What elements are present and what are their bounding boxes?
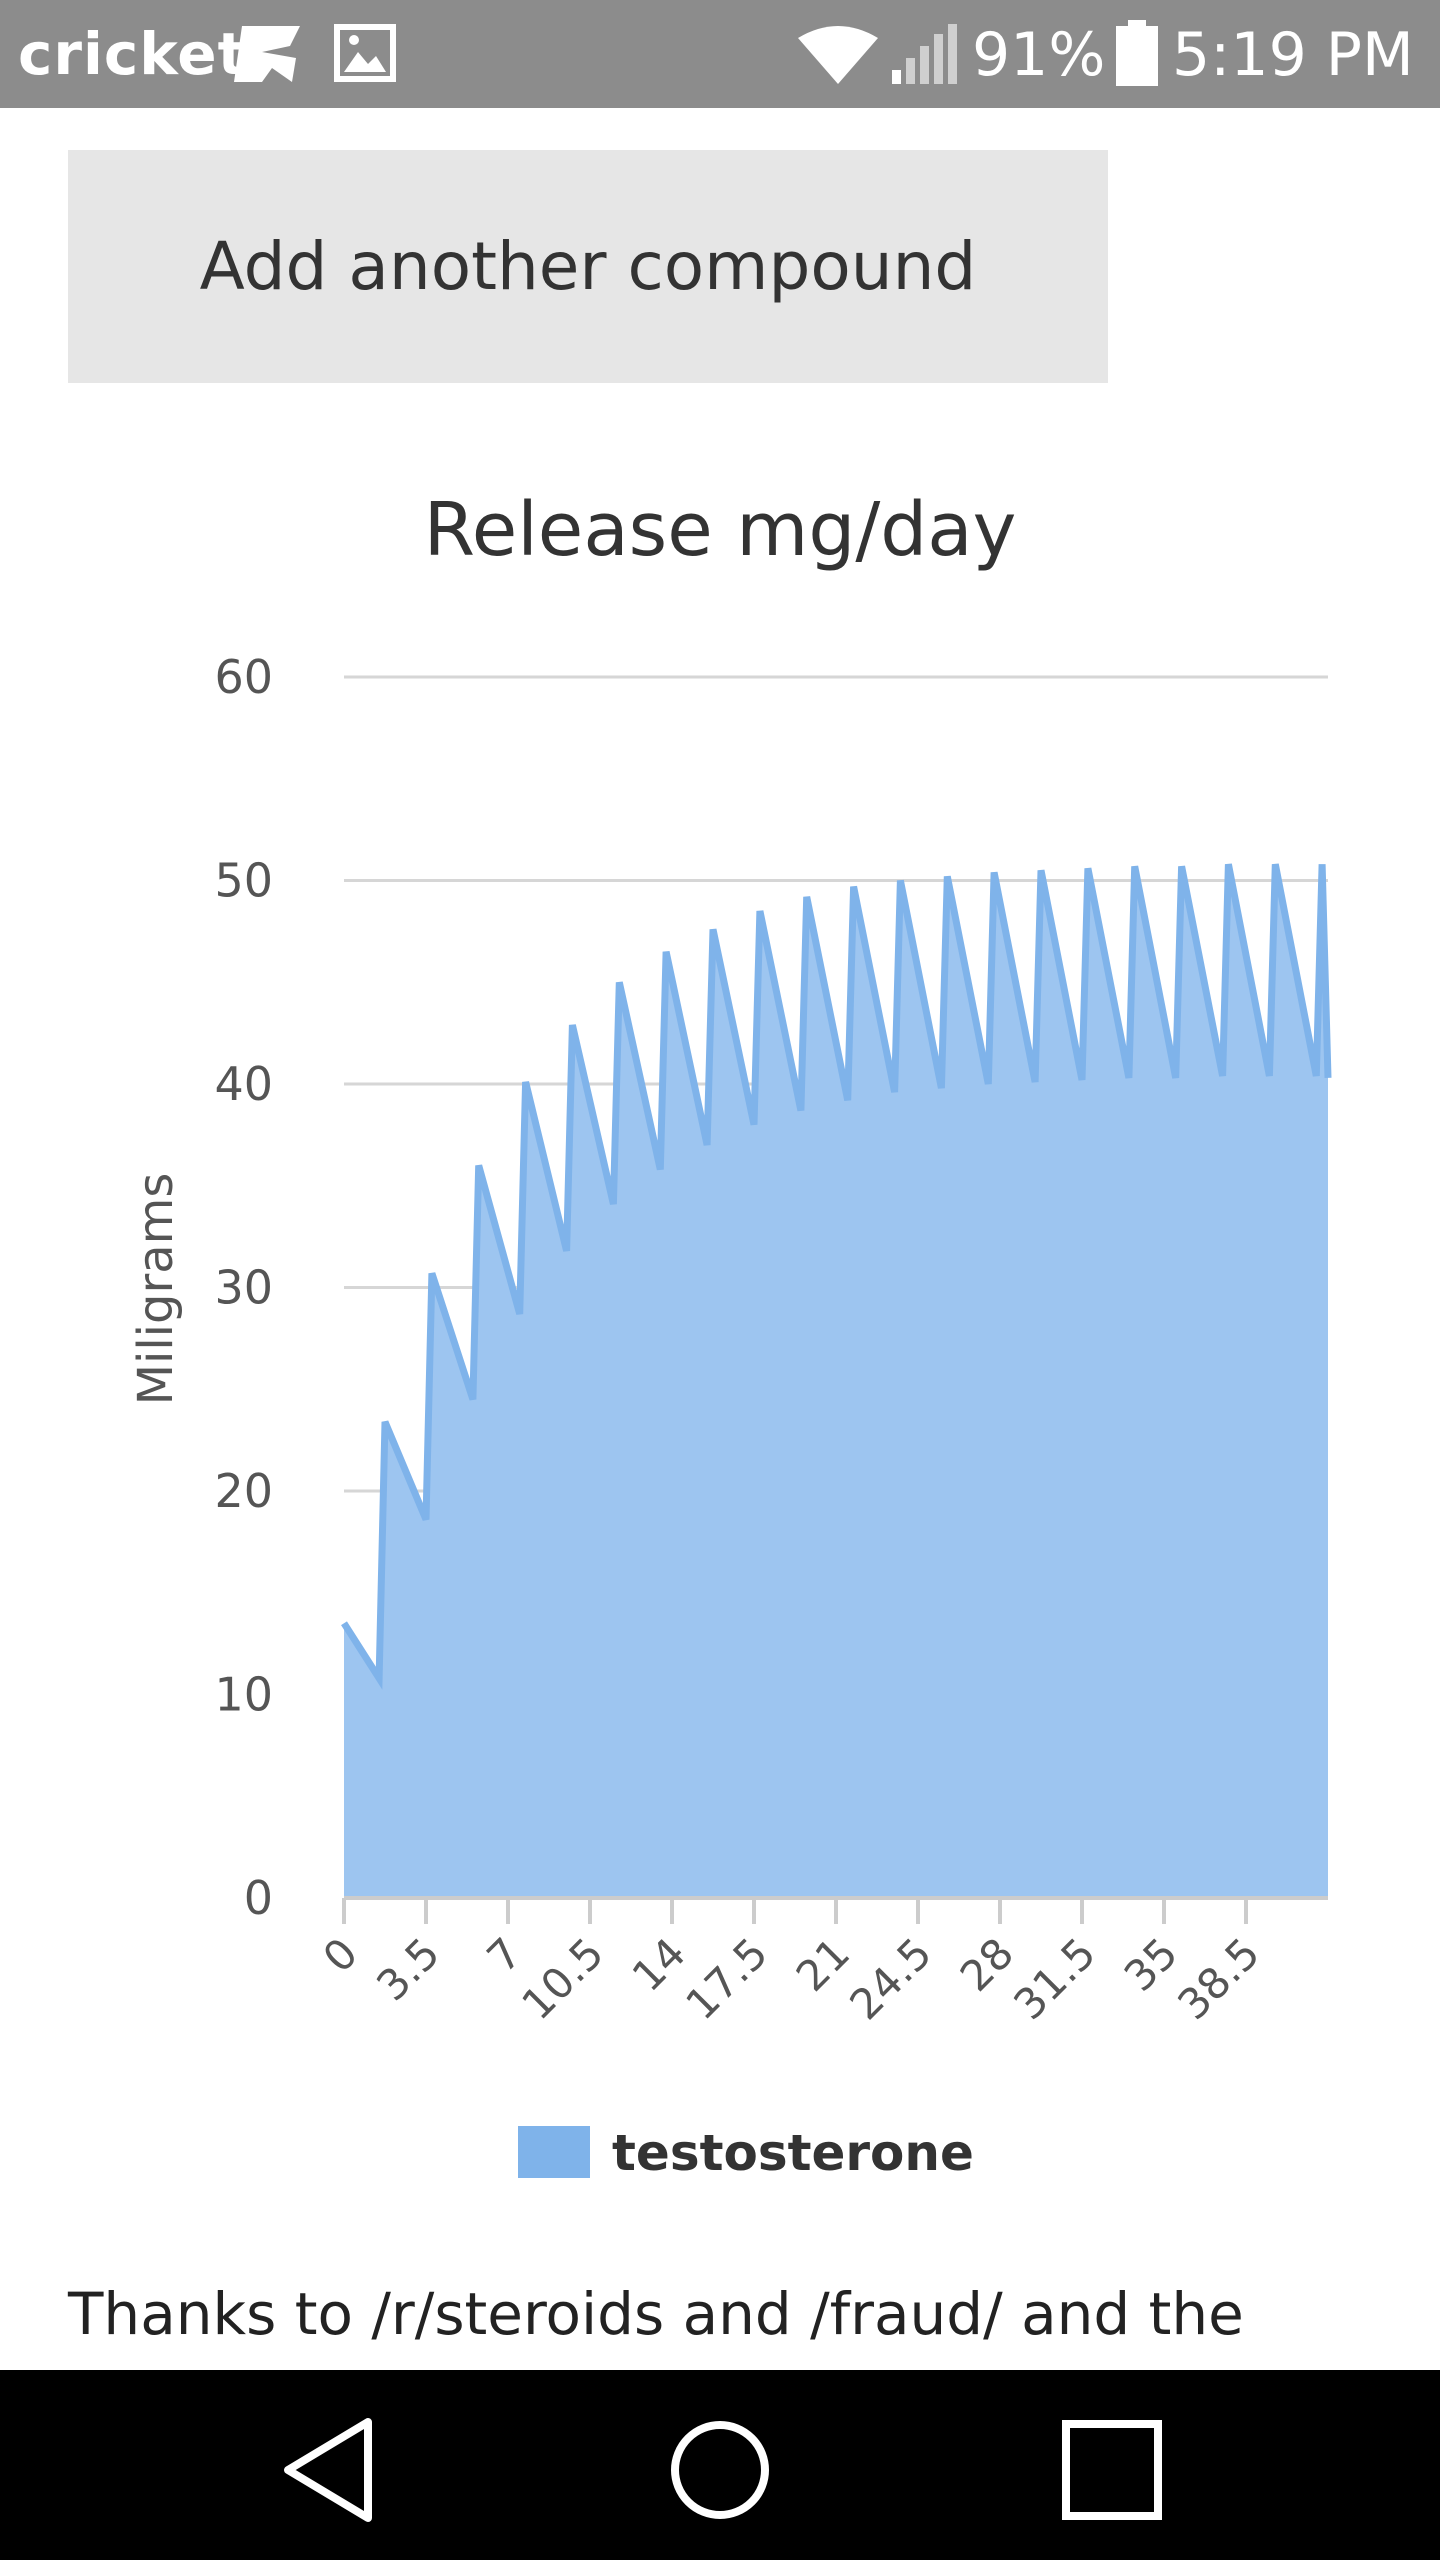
battery-percentage: 91% — [972, 20, 1106, 90]
y-tick-label: 30 — [214, 1261, 273, 1315]
y-tick-label: 50 — [214, 854, 273, 908]
series-line-testosterone — [341, 863, 1332, 1690]
thanks-text: Thanks to /r/steroids and /fraud/ and th… — [68, 2280, 1244, 2348]
legend-label-testosterone: testosterone — [612, 2124, 974, 2182]
release-chart: Release mg/day 0 10 20 30 40 50 60 Miligrams 0… — [128, 487, 1332, 2182]
chart-title: Release mg/day — [424, 487, 1017, 573]
image-notification-icon — [334, 24, 396, 82]
battery-icon — [1116, 20, 1158, 86]
add-compound-button[interactable]: Add another compound — [68, 150, 1108, 383]
chart-legend: testosterone — [518, 2124, 974, 2182]
x-tick-label: 38.5 — [1168, 1928, 1269, 2029]
y-axis-label: Miligrams — [128, 1173, 184, 1406]
y-tick-label: 20 — [214, 1464, 273, 1518]
legend-swatch-testosterone — [518, 2126, 590, 2178]
y-axis-ticks: 0 10 20 30 40 50 60 — [214, 650, 273, 1925]
x-tick-label: 3.5 — [367, 1928, 449, 2010]
navigation-bar — [0, 2370, 1440, 2560]
x-tick-label: 17.5 — [676, 1928, 777, 2029]
y-tick-label: 60 — [214, 650, 273, 704]
y-tick-label: 40 — [214, 1057, 273, 1111]
carrier-name: cricket — [18, 20, 247, 88]
signal-icon — [892, 24, 957, 84]
x-tick-label: 24.5 — [840, 1928, 941, 2029]
x-tick-label: 10.5 — [512, 1928, 613, 2029]
x-tick-label: 7 — [478, 1928, 532, 1982]
wifi-icon — [798, 26, 878, 84]
back-icon[interactable] — [260, 2410, 400, 2530]
home-icon[interactable] — [650, 2410, 790, 2530]
status-bar: cricket 91% 5:19 PM — [0, 0, 1440, 108]
cricket-logo-icon — [234, 26, 300, 82]
clock: 5:19 PM — [1172, 20, 1414, 90]
y-tick-label: 10 — [214, 1668, 273, 1722]
y-tick-label: 0 — [244, 1871, 273, 1925]
recents-icon[interactable] — [1042, 2410, 1182, 2530]
x-tick-label: 31.5 — [1004, 1928, 1105, 2029]
x-tick-label: 0 — [314, 1928, 368, 1982]
series-area-testosterone — [344, 864, 1328, 1899]
